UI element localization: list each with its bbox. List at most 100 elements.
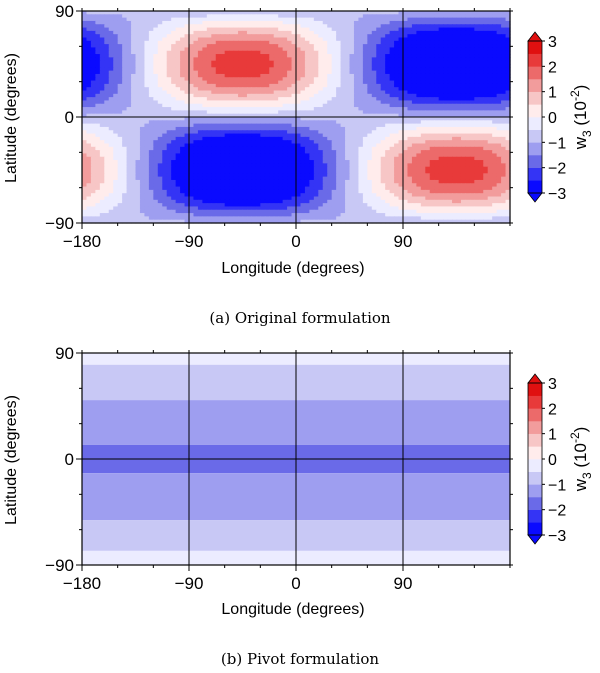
- heatmap-cell: [465, 40, 471, 45]
- heatmap-cell: [460, 130, 467, 135]
- heatmap-cell: [82, 163, 88, 168]
- heatmap-cell: [291, 117, 297, 121]
- heatmap-cell: [456, 83, 462, 88]
- heatmap-cell: [331, 47, 337, 52]
- heatmap-cell: [171, 179, 177, 184]
- heatmap-cell: [131, 30, 137, 35]
- heatmap-cell: [456, 87, 462, 92]
- heatmap-cell: [193, 107, 199, 111]
- heatmap-cell: [278, 170, 284, 174]
- heatmap-cell: [246, 77, 253, 82]
- heatmap-cell: [327, 140, 333, 145]
- heatmap-cell: [411, 40, 417, 45]
- heatmap-cell: [313, 73, 319, 78]
- heatmap-cell: [287, 54, 293, 58]
- heatmap-cell: [313, 170, 319, 174]
- heatmap-cell: [193, 67, 199, 72]
- heatmap-cell: [313, 163, 319, 168]
- heatmap-cell: [135, 166, 141, 171]
- heatmap-cell: [193, 153, 199, 158]
- heatmap-cell: [416, 11, 422, 15]
- heatmap-cell: [82, 117, 88, 121]
- heatmap-cell: [403, 176, 409, 181]
- heatmap-cell: [447, 113, 453, 118]
- heatmap-cell: [153, 50, 159, 55]
- heatmap-cell: [469, 14, 475, 19]
- heatmap-cell: [251, 163, 257, 168]
- heatmap-cell: [189, 150, 195, 155]
- heatmap-cell: [131, 83, 137, 88]
- heatmap-cell: [255, 170, 261, 174]
- heatmap-cell: [501, 97, 507, 102]
- heatmap-cell: [224, 173, 230, 178]
- heatmap-cell: [82, 44, 88, 49]
- heatmap-cell: [340, 37, 346, 42]
- heatmap-cell: [117, 117, 123, 121]
- heatmap-cell: [411, 103, 417, 108]
- heatmap-cell: [287, 150, 293, 155]
- heatmap-cell: [131, 44, 137, 49]
- heatmap-cell: [166, 70, 172, 75]
- heatmap-cell: [358, 179, 364, 184]
- heatmap-cell: [438, 67, 444, 72]
- heatmap-cell: [224, 97, 230, 102]
- heatmap-cell: [309, 17, 315, 22]
- heatmap-cell: [189, 37, 195, 42]
- heatmap-cell: [278, 64, 284, 68]
- heatmap-cell: [385, 30, 391, 35]
- heatmap-cell: [483, 176, 489, 181]
- heatmap-cell: [313, 176, 319, 181]
- heatmap-cell: [233, 54, 239, 58]
- heatmap-cell: [184, 153, 190, 158]
- heatmap-cell: [260, 107, 266, 111]
- heatmap-cell: [492, 70, 498, 75]
- heatmap-cell: [180, 117, 186, 121]
- heatmap-cell: [90, 20, 96, 25]
- heatmap-cell: [434, 34, 440, 39]
- heatmap-cell: [358, 73, 364, 78]
- heatmap-cell: [171, 160, 177, 164]
- heatmap-cell: [139, 123, 146, 128]
- heatmap-cell: [438, 107, 444, 111]
- heatmap-cell: [157, 120, 163, 125]
- heatmap-cell: [229, 110, 235, 115]
- heatmap-cell: [162, 57, 168, 62]
- heatmap-cell: [215, 150, 221, 155]
- heatmap-cell: [487, 146, 493, 151]
- heatmap-cell: [456, 110, 462, 115]
- heatmap-cell: [389, 120, 395, 125]
- heatmap-cell: [407, 113, 413, 118]
- heatmap-cell: [353, 179, 360, 184]
- heatmap-cell: [304, 103, 310, 108]
- heatmap-cell: [345, 11, 351, 15]
- heatmap-cell: [197, 57, 203, 62]
- heatmap-cell: [135, 153, 141, 158]
- heatmap-cell: [166, 113, 172, 118]
- heatmap-cell: [434, 163, 440, 168]
- heatmap-cell: [131, 136, 137, 141]
- heatmap-cell: [184, 50, 190, 55]
- heatmap-cell: [336, 150, 342, 155]
- heatmap-cell: [95, 77, 101, 82]
- heatmap-cell: [135, 24, 141, 29]
- heatmap-cell: [447, 30, 453, 35]
- heatmap-cell: [206, 130, 212, 135]
- heatmap-cell: [394, 24, 400, 29]
- heatmap-cell: [139, 146, 146, 151]
- heatmap-cell: [376, 70, 382, 75]
- heatmap-cell: [242, 93, 248, 98]
- heatmap-cell: [269, 73, 275, 78]
- heatmap-cell: [189, 54, 195, 58]
- heatmap-cell: [148, 50, 154, 55]
- heatmap-cell: [157, 64, 163, 68]
- heatmap-cell: [278, 44, 284, 49]
- heatmap-cell: [398, 93, 404, 98]
- heatmap-cell: [206, 173, 212, 178]
- heatmap-cell: [438, 130, 444, 135]
- heatmap-cell: [135, 54, 141, 58]
- heatmap-cell: [82, 40, 88, 45]
- heatmap-cell: [193, 60, 199, 65]
- heatmap-cell: [429, 20, 435, 25]
- heatmap-cell: [327, 40, 333, 45]
- heatmap-cell: [139, 163, 146, 168]
